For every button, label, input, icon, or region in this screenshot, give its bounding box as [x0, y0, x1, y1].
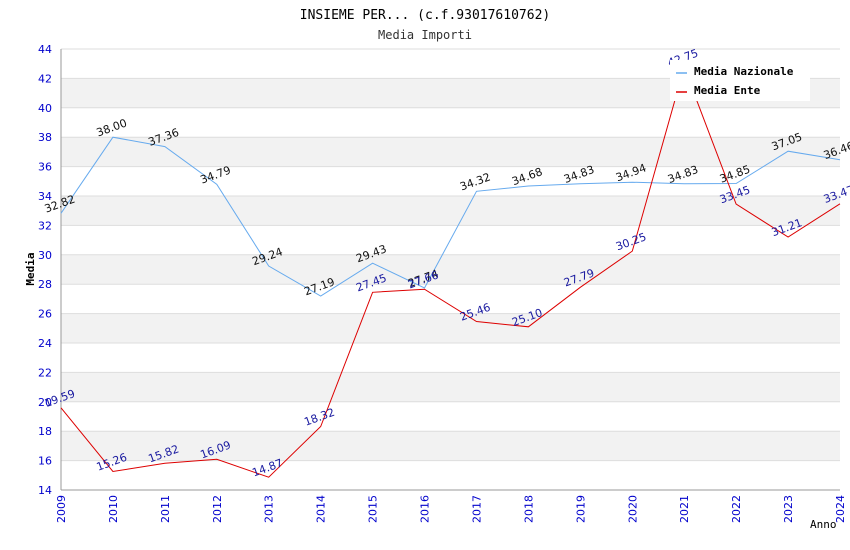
grid-band [61, 137, 840, 167]
grid-band [61, 196, 840, 226]
axes [60, 49, 840, 491]
x-tick-label: 2023 [782, 495, 795, 523]
y-tick-label: 38 [38, 131, 52, 144]
data-label-nazionale: 38.00 [95, 116, 129, 139]
x-axis-label: Anno [810, 518, 837, 531]
x-tick-label: 2012 [211, 495, 224, 523]
x-tick-label: 2015 [367, 495, 380, 523]
chart-title: INSIEME PER... (c.f.93017610762) [300, 8, 550, 23]
legend-label-nazionale: Media Nazionale [694, 65, 794, 78]
grid-band [61, 254, 840, 285]
data-label-nazionale: 34.68 [510, 165, 544, 188]
x-tick-label: 2014 [315, 495, 328, 523]
x-tick-label: 2016 [419, 495, 432, 523]
data-label-ente: 18.32 [302, 406, 336, 429]
y-tick-label: 42 [38, 72, 52, 85]
x-tick-label: 2021 [678, 495, 691, 523]
x-tick-label: 2011 [159, 495, 172, 523]
x-tick-label: 2013 [263, 495, 276, 523]
y-tick-label: 32 [38, 219, 52, 232]
data-label-ente: 19.59 [43, 387, 77, 410]
y-tick-label: 40 [38, 102, 52, 115]
y-tick-label: 24 [38, 337, 52, 350]
x-tick-label: 2018 [522, 495, 535, 523]
y-tick-label: 20 [38, 396, 52, 409]
grid-band [61, 372, 840, 402]
y-tick-label: 36 [38, 161, 52, 174]
x-tick-label: 2024 [834, 495, 847, 523]
legend-label-ente: Media Ente [694, 84, 761, 97]
y-tick-label: 22 [38, 366, 52, 379]
x-tick-label: 2022 [730, 495, 743, 523]
x-tick-label: 2009 [55, 495, 68, 523]
legend: Media Nazionale Media Ente [670, 60, 810, 101]
x-tick-label: 2020 [626, 495, 639, 523]
x-tick-label: 2017 [470, 495, 483, 523]
y-tick-label: 26 [38, 308, 52, 321]
x-tick-label: 2019 [574, 495, 587, 523]
series-line-ente [60, 65, 841, 478]
y-tick-label: 28 [38, 278, 52, 291]
grid-band [61, 313, 840, 343]
data-label-ente: 30.25 [614, 230, 648, 253]
series-line-nazionale [60, 136, 841, 297]
y-tick-label: 18 [38, 425, 52, 438]
grid-band [61, 431, 840, 461]
grid-bands [61, 78, 840, 461]
y-axis-label: Media [24, 252, 37, 285]
legend-box [670, 60, 810, 101]
series-lines [60, 65, 841, 478]
x-tick-labels: 2009 2010 2011 2012 2013 2014 2015 2016 2017 2018… [55, 495, 847, 523]
y-tick-label: 14 [38, 484, 52, 497]
y-tick-label: 34 [38, 190, 52, 203]
y-tick-label: 30 [38, 249, 52, 262]
y-tick-label: 44 [38, 43, 52, 56]
x-tick-label: 2010 [107, 495, 120, 523]
y-tick-label: 16 [38, 455, 52, 468]
y-tick-labels: 14 16 18 20 22 24 26 28 30 32 34 36 38 40 42 44 [38, 43, 52, 497]
chart-subtitle: Media Importi [378, 28, 472, 42]
